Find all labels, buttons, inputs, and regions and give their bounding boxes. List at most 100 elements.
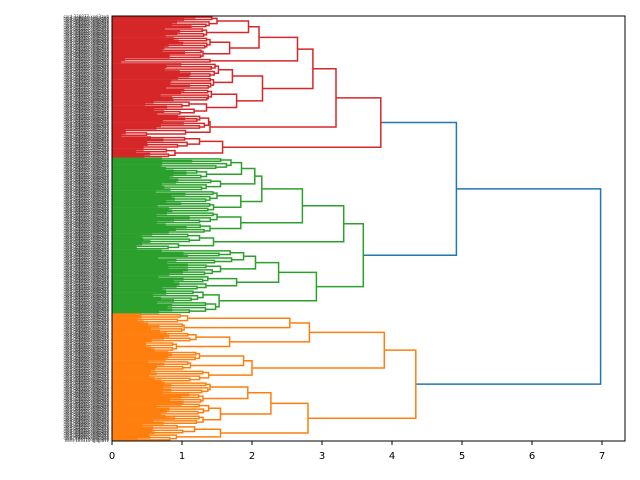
dendrogram-link: [140, 233, 189, 238]
dendrogram-link: [252, 331, 386, 369]
dendrogram-link: [112, 145, 144, 149]
dendrogram-link: [165, 290, 194, 295]
dendrogram-link: [112, 115, 178, 118]
dendrogram-link: [195, 352, 201, 360]
x-tick-label: 2: [249, 451, 255, 462]
dendrogram-link: [112, 410, 168, 413]
leaf-label: cord-336877-xxel3zwb: [63, 426, 109, 431]
dendrogram-link: [112, 133, 122, 137]
dendrogram-link: [152, 101, 190, 107]
dendrogram-link: [112, 15, 196, 19]
leaf-label: cord-105310-qjiqpavv: [65, 135, 110, 140]
dendrogram-link: [112, 391, 163, 394]
leaf-label: cord-105310-qjiqpavv: [65, 196, 110, 201]
leaf-label: cord-336877-xxel3zwb: [63, 433, 109, 438]
leaf-label: cord-105310-qjiqpavv: [65, 118, 110, 123]
dendrogram-link: [112, 398, 170, 402]
leaf-label: cord-336877-xxel3zwb: [63, 249, 109, 254]
dendrogram-link: [112, 129, 126, 132]
leaf-label: cord-105310-qjiqpavv: [65, 260, 110, 265]
leaf-label: cord-336877-xxel3zwb: [63, 402, 109, 407]
leaf-label: cord-336877-xxel3zwb: [63, 18, 109, 23]
dendrogram-link: [112, 117, 186, 121]
dendrogram-link: [112, 242, 143, 246]
leaf-label: cord-105310-qjiqpavv: [65, 312, 110, 317]
leaf-label: cord-105310-qjiqpavv: [65, 432, 110, 437]
leaf-label: cord-105310-qjiqpavv: [65, 158, 110, 163]
leaf-label: cord-105310-qjiqpavv: [65, 212, 110, 217]
dendrogram-link: [112, 322, 149, 326]
dendrogram-link: [206, 93, 238, 109]
dendrogram-link: [147, 361, 189, 366]
leaf-label: cord-336877-xxel3zwb: [63, 41, 109, 46]
leaf-label: cord-336877-xxel3zwb: [63, 384, 109, 389]
leaf-label: cord-336877-xxel3zwb: [63, 294, 109, 299]
leaf-label: cord-105310-qjiqpavv: [65, 427, 110, 432]
leaf-label: cord-336877-xxel3zwb: [63, 67, 109, 72]
dendrogram-link: [164, 415, 200, 420]
leaf-label: cord-336877-xxel3zwb: [63, 424, 109, 429]
leaf-label: cord-105310-qjiqpavv: [65, 64, 110, 69]
dendrogram-link: [120, 58, 211, 63]
dendrogram-link: [112, 230, 169, 234]
dendrogram-link: [112, 233, 153, 236]
leaf-label: cord-336877-xxel3zwb: [63, 360, 109, 365]
leaf-label: cord-105310-qjiqpavv: [65, 220, 110, 225]
dendrogram-link: [240, 175, 263, 203]
leaf-label: cord-105310-qjiqpavv: [65, 59, 110, 64]
dendrogram-link: [188, 217, 212, 223]
dendrogram-link: [147, 323, 184, 328]
dendrogram-link: [171, 96, 208, 101]
dendrogram-link: [199, 117, 210, 126]
leaf-label: cord-336877-xxel3zwb: [63, 407, 109, 412]
dendrogram-link: [205, 265, 222, 273]
leaf-label: cord-105310-qjiqpavv: [65, 283, 110, 288]
leaf-label: cord-105310-qjiqpavv: [65, 335, 110, 340]
dendrogram-link: [136, 436, 171, 441]
dendrogram-link: [112, 237, 144, 241]
dendrogram-link: [112, 266, 169, 269]
leaf-label: cord-336877-xxel3zwb: [63, 414, 109, 419]
dendrogram-link: [178, 237, 215, 247]
leaf-label: cord-105310-qjiqpavv: [65, 316, 110, 321]
dendrogram-link: [112, 299, 175, 302]
dendrogram-link: [161, 285, 198, 290]
dendrogram-link: [112, 22, 173, 26]
dendrogram-link: [152, 295, 199, 301]
axes-frame: [111, 15, 626, 442]
dendrogram-link: [262, 48, 314, 90]
dendrogram-link: [162, 387, 209, 393]
dendrogram-link: [145, 342, 174, 347]
leaf-label: cord-336877-xxel3zwb: [63, 202, 109, 207]
dendrogram-link: [178, 283, 207, 289]
leaf-label: cord-336877-xxel3zwb: [63, 228, 109, 233]
dendrogram-link: [220, 159, 232, 167]
dendrogram-link: [112, 25, 192, 28]
dendrogram-link: [202, 29, 208, 36]
dendrogram-link: [112, 32, 178, 36]
leaf-label: cord-336877-xxel3zwb: [63, 140, 109, 145]
dendrogram-link: [175, 140, 224, 154]
leaf-label: cord-105310-qjiqpavv: [65, 137, 110, 142]
dendrogram-link: [112, 294, 154, 298]
leaf-label: cord-336877-xxel3zwb: [63, 232, 109, 237]
leaf-label: cord-336877-xxel3zwb: [63, 190, 109, 195]
leaf-label: cord-336877-xxel3zwb: [63, 181, 109, 186]
leaf-label: cord-105310-qjiqpavv: [65, 387, 110, 392]
leaf-label: cord-105310-qjiqpavv: [65, 423, 110, 428]
leaf-label: cord-105310-qjiqpavv: [65, 33, 110, 38]
leaf-label: cord-336877-xxel3zwb: [63, 195, 109, 200]
dendrogram-link: [135, 245, 169, 250]
dendrogram-link: [112, 367, 155, 371]
dendrogram-link: [112, 386, 164, 390]
dendrogram-link: [232, 75, 264, 102]
dendrogram-link: [112, 18, 185, 21]
dendrogram-link: [164, 224, 201, 229]
leaf-label: cord-105310-qjiqpavv: [65, 345, 110, 350]
dendrogram-link: [112, 181, 176, 184]
leaf-label: cord-336877-xxel3zwb: [63, 225, 109, 230]
dendrogram-link: [112, 162, 163, 165]
leaf-label: cord-105310-qjiqpavv: [65, 425, 110, 430]
leaf-label: cord-105310-qjiqpavv: [65, 146, 110, 151]
leaf-label: cord-336877-xxel3zwb: [63, 372, 109, 377]
